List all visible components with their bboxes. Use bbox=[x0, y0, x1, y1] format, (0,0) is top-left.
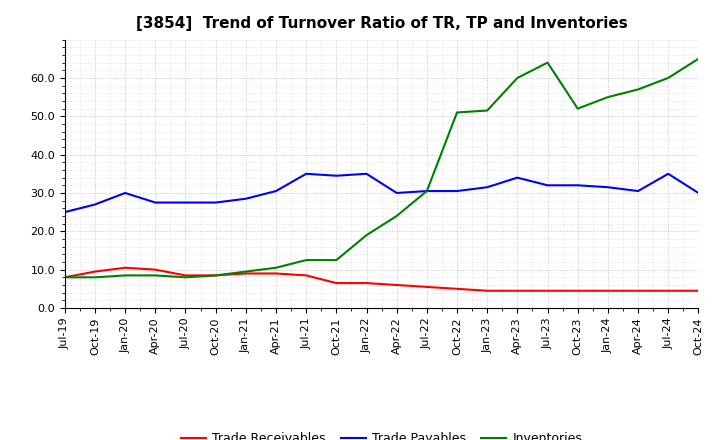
Trade Payables bbox=[271, 188, 280, 194]
Trade Receivables bbox=[423, 284, 431, 290]
Trade Payables bbox=[181, 200, 190, 205]
Inventories bbox=[694, 56, 703, 62]
Trade Payables bbox=[483, 185, 492, 190]
Trade Payables bbox=[241, 196, 250, 202]
Inventories bbox=[121, 273, 130, 278]
Inventories bbox=[423, 188, 431, 194]
Trade Payables bbox=[151, 200, 160, 205]
Inventories bbox=[151, 273, 160, 278]
Trade Receivables bbox=[91, 269, 99, 274]
Inventories bbox=[332, 257, 341, 263]
Title: [3854]  Trend of Turnover Ratio of TR, TP and Inventories: [3854] Trend of Turnover Ratio of TR, TP… bbox=[136, 16, 627, 32]
Trade Receivables bbox=[181, 273, 190, 278]
Inventories bbox=[513, 75, 522, 81]
Legend: Trade Receivables, Trade Payables, Inventories: Trade Receivables, Trade Payables, Inven… bbox=[176, 427, 588, 440]
Trade Payables bbox=[543, 183, 552, 188]
Trade Payables bbox=[694, 191, 703, 196]
Trade Receivables bbox=[573, 288, 582, 293]
Trade Receivables bbox=[241, 271, 250, 276]
Trade Payables bbox=[634, 188, 642, 194]
Trade Receivables bbox=[362, 280, 371, 286]
Inventories bbox=[483, 108, 492, 113]
Inventories bbox=[302, 257, 310, 263]
Trade Payables bbox=[332, 173, 341, 178]
Trade Payables bbox=[121, 191, 130, 196]
Trade Payables bbox=[453, 188, 462, 194]
Inventories bbox=[181, 275, 190, 280]
Trade Receivables bbox=[212, 273, 220, 278]
Inventories bbox=[664, 75, 672, 81]
Trade Receivables bbox=[513, 288, 522, 293]
Line: Inventories: Inventories bbox=[65, 59, 698, 277]
Inventories bbox=[60, 275, 69, 280]
Trade Payables bbox=[423, 188, 431, 194]
Trade Receivables bbox=[151, 267, 160, 272]
Inventories bbox=[271, 265, 280, 270]
Trade Payables bbox=[392, 191, 401, 196]
Trade Receivables bbox=[694, 288, 703, 293]
Trade Payables bbox=[362, 171, 371, 176]
Inventories bbox=[543, 60, 552, 65]
Trade Payables bbox=[664, 171, 672, 176]
Trade Receivables bbox=[543, 288, 552, 293]
Inventories bbox=[453, 110, 462, 115]
Trade Payables bbox=[91, 202, 99, 207]
Inventories bbox=[573, 106, 582, 111]
Trade Receivables bbox=[483, 288, 492, 293]
Inventories bbox=[392, 213, 401, 219]
Trade Payables bbox=[302, 171, 310, 176]
Trade Receivables bbox=[664, 288, 672, 293]
Trade Payables bbox=[513, 175, 522, 180]
Trade Payables bbox=[603, 185, 612, 190]
Trade Receivables bbox=[271, 271, 280, 276]
Line: Trade Payables: Trade Payables bbox=[65, 174, 698, 212]
Trade Receivables bbox=[603, 288, 612, 293]
Trade Receivables bbox=[60, 275, 69, 280]
Trade Payables bbox=[60, 209, 69, 215]
Trade Receivables bbox=[121, 265, 130, 270]
Inventories bbox=[241, 269, 250, 274]
Trade Receivables bbox=[634, 288, 642, 293]
Trade Receivables bbox=[453, 286, 462, 291]
Inventories bbox=[634, 87, 642, 92]
Trade Payables bbox=[573, 183, 582, 188]
Trade Payables bbox=[212, 200, 220, 205]
Trade Receivables bbox=[392, 282, 401, 288]
Inventories bbox=[212, 273, 220, 278]
Trade Receivables bbox=[302, 273, 310, 278]
Inventories bbox=[91, 275, 99, 280]
Inventories bbox=[603, 95, 612, 100]
Line: Trade Receivables: Trade Receivables bbox=[65, 268, 698, 291]
Inventories bbox=[362, 232, 371, 238]
Trade Receivables bbox=[332, 280, 341, 286]
